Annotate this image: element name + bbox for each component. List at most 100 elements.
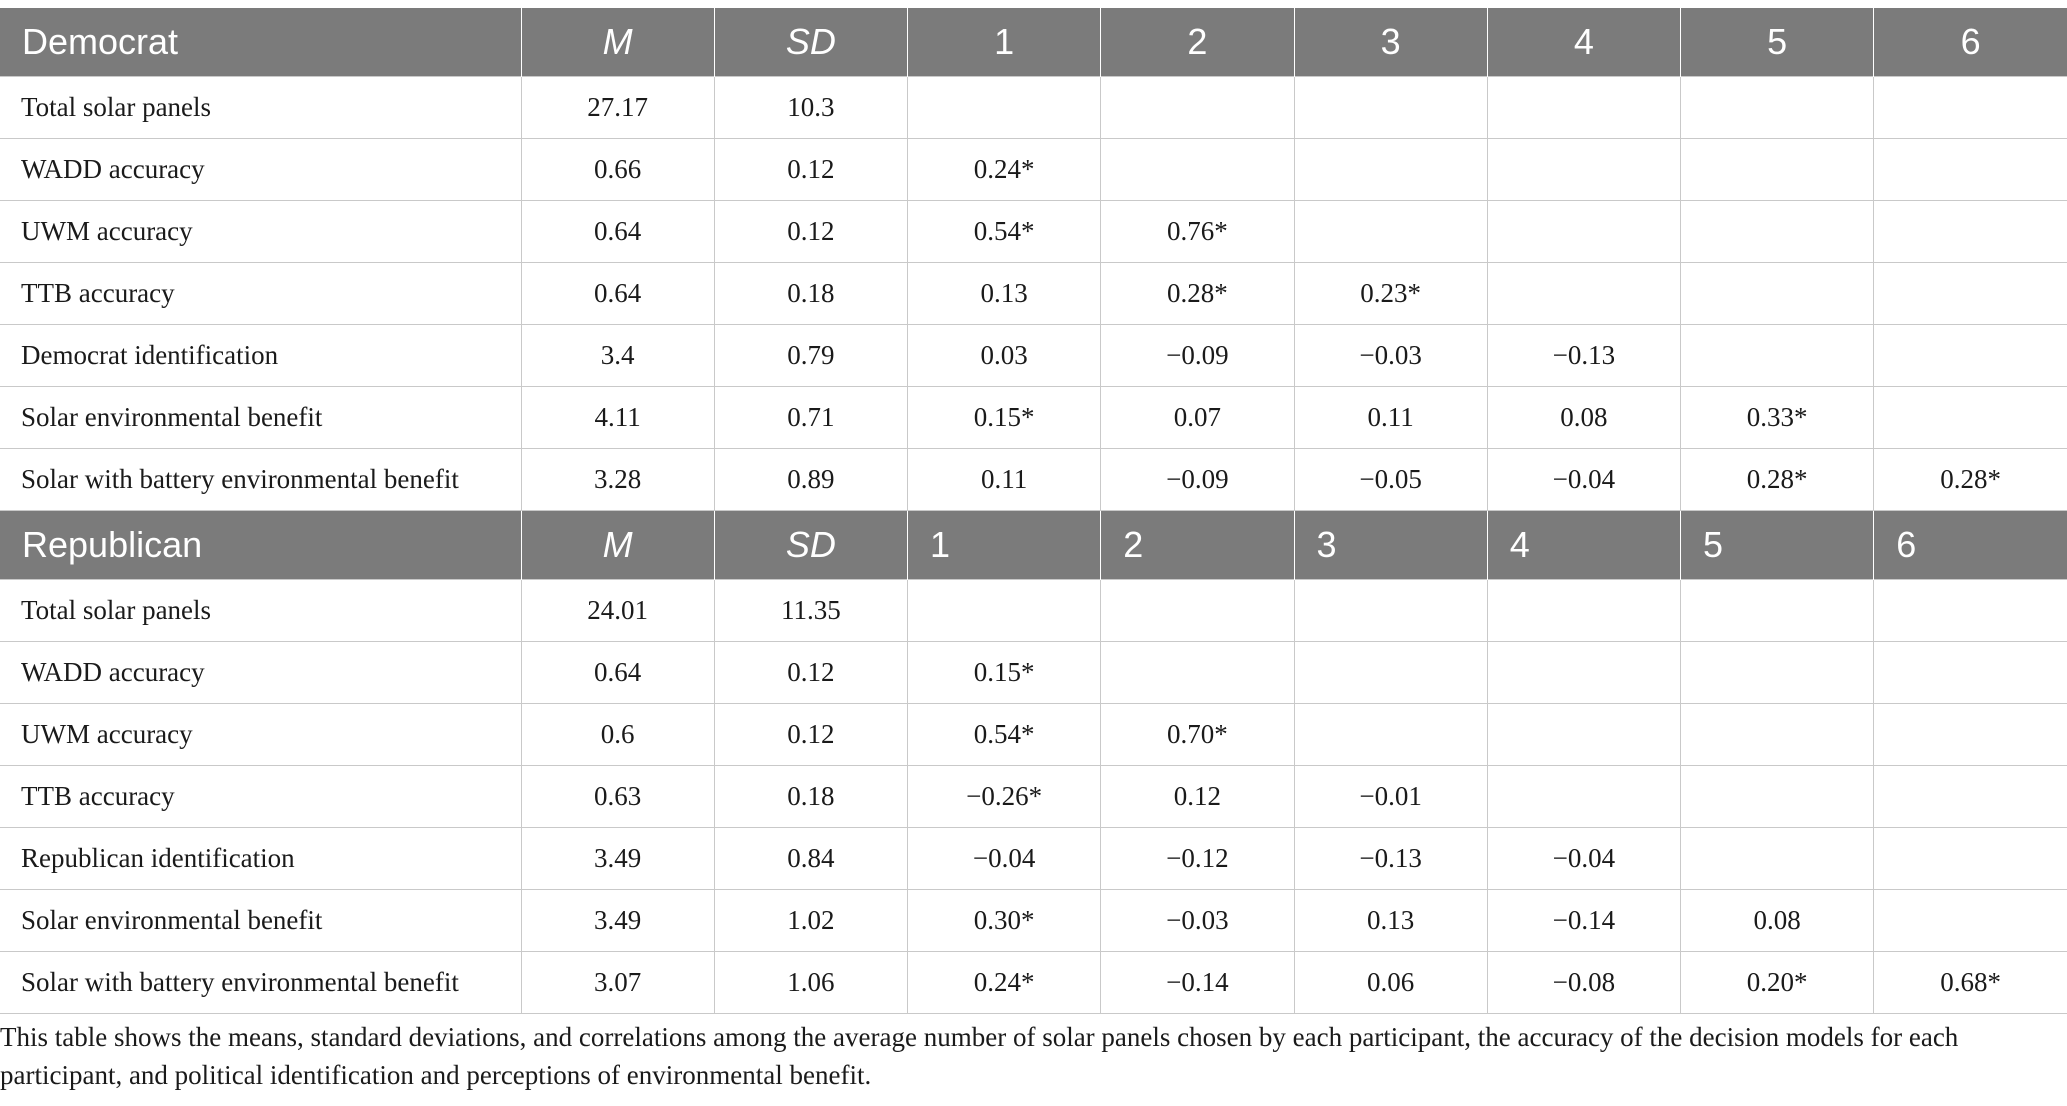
correlation-table: Democrat M SD 1 2 3 4 5 6 Total solar panels 27.17… xyxy=(0,8,2067,1014)
section-header-row: Democrat M SD 1 2 3 4 5 6 xyxy=(0,8,2067,77)
table-row: TTB accuracy 0.63 0.18 −0.26* 0.12 −0.01 xyxy=(0,765,2067,828)
table-cell: 0.54* xyxy=(906,703,1102,766)
table-row: Solar environmental benefit 4.11 0.71 0.15*… xyxy=(0,386,2067,449)
table-cell: 3.49 xyxy=(520,889,715,952)
row-label: UWM accuracy xyxy=(0,703,522,766)
table-cell: −0.09 xyxy=(1100,324,1295,387)
table-cell xyxy=(906,579,1102,642)
row-label: Solar with battery environmental benefit xyxy=(0,951,522,1014)
table-cell: 0.64 xyxy=(520,200,715,263)
table-cell xyxy=(1679,200,1875,263)
table-cell: 0.12 xyxy=(713,703,909,766)
table-cell xyxy=(1873,641,2067,704)
table-cell xyxy=(1293,200,1488,263)
table-cell: 0.12 xyxy=(713,200,909,263)
table-cell: −0.05 xyxy=(1293,448,1488,511)
table-cell: 10.3 xyxy=(713,76,909,139)
col-header-6: 6 xyxy=(1873,510,2067,580)
row-label: Solar with battery environmental benefit xyxy=(0,448,522,511)
table-cell xyxy=(1486,200,1682,263)
table-cell: 0.12 xyxy=(1100,765,1295,828)
table-cell: −0.26* xyxy=(906,765,1102,828)
table-cell: 0.30* xyxy=(906,889,1102,952)
table-cell: 0.24* xyxy=(906,138,1102,201)
table-row: Total solar panels 27.17 10.3 xyxy=(0,76,2067,139)
table-cell xyxy=(1873,386,2067,449)
col-header-6: 6 xyxy=(1873,8,2067,77)
table-cell: −0.04 xyxy=(1486,448,1682,511)
col-header-sd: SD xyxy=(713,8,908,77)
col-header-3: 3 xyxy=(1293,510,1488,580)
table-row: Total solar panels 24.01 11.35 xyxy=(0,579,2067,642)
table-cell: 0.63 xyxy=(520,765,715,828)
table-cell xyxy=(1873,889,2067,952)
table-cell: 0.06 xyxy=(1293,951,1488,1014)
table-row: Solar environmental benefit 3.49 1.02 0.30*… xyxy=(0,889,2067,952)
table-cell xyxy=(1679,324,1875,387)
table-cell: 0.11 xyxy=(1293,386,1488,449)
table-cell xyxy=(1293,579,1488,642)
col-header-2: 2 xyxy=(1100,8,1294,77)
table-cell: −0.13 xyxy=(1486,324,1682,387)
table-cell: 0.64 xyxy=(520,262,715,325)
table-cell: −0.13 xyxy=(1293,827,1488,890)
table-cell xyxy=(1679,765,1875,828)
table-cell xyxy=(1486,262,1682,325)
table-cell xyxy=(1873,703,2067,766)
table-row: UWM accuracy 0.6 0.12 0.54* 0.70* xyxy=(0,703,2067,766)
col-header-4: 4 xyxy=(1486,8,1681,77)
table-row: WADD accuracy 0.64 0.12 0.15* xyxy=(0,641,2067,704)
table-cell xyxy=(1100,641,1295,704)
table-cell xyxy=(1679,262,1875,325)
table-cell: 3.07 xyxy=(520,951,715,1014)
row-label: Total solar panels xyxy=(0,76,522,139)
table-row: Democrat identification 3.4 0.79 0.03 −0.09−… xyxy=(0,324,2067,387)
col-header-mean: M xyxy=(520,8,715,77)
table-cell xyxy=(1486,641,1682,704)
table-cell xyxy=(906,76,1102,139)
table-cell: 0.79 xyxy=(713,324,909,387)
table-cell: 1.06 xyxy=(713,951,909,1014)
table-cell: −0.04 xyxy=(1486,827,1682,890)
table-cell xyxy=(1293,703,1488,766)
col-header-2: 2 xyxy=(1100,510,1294,580)
table-cell: −0.08 xyxy=(1486,951,1682,1014)
table-row: TTB accuracy 0.64 0.18 0.13 0.28* 0.23* xyxy=(0,262,2067,325)
section-title: Republican xyxy=(0,510,521,580)
table-cell xyxy=(1873,76,2067,139)
table-cell: 0.68* xyxy=(1873,951,2067,1014)
col-header-3: 3 xyxy=(1293,8,1488,77)
table-cell: 0.70* xyxy=(1100,703,1295,766)
table-cell: 0.13 xyxy=(1293,889,1488,952)
table-cell xyxy=(1679,703,1875,766)
table-cell: 0.03 xyxy=(906,324,1102,387)
table-cell: −0.03 xyxy=(1293,324,1488,387)
table-cell xyxy=(1873,765,2067,828)
table-body: Democrat M SD 1 2 3 4 5 6 Total solar panels 27.17… xyxy=(0,8,2067,1014)
table-cell: 4.11 xyxy=(520,386,715,449)
row-label: TTB accuracy xyxy=(0,262,522,325)
table-cell: 11.35 xyxy=(713,579,909,642)
table-cell: 0.89 xyxy=(713,448,909,511)
table-cell: −0.14 xyxy=(1486,889,1682,952)
row-label: Solar environmental benefit xyxy=(0,889,522,952)
table-cell: 0.11 xyxy=(906,448,1102,511)
table-cell: 0.28* xyxy=(1873,448,2067,511)
table-cell: −0.14 xyxy=(1100,951,1295,1014)
row-label: WADD accuracy xyxy=(0,641,522,704)
table-cell: 0.66 xyxy=(520,138,715,201)
table-cell: 0.23* xyxy=(1293,262,1488,325)
table-cell: 0.12 xyxy=(713,641,909,704)
section-title: Democrat xyxy=(0,8,521,77)
table-row: UWM accuracy 0.64 0.12 0.54* 0.76* xyxy=(0,200,2067,263)
table-cell: 0.18 xyxy=(713,262,909,325)
table-cell xyxy=(1486,765,1682,828)
table-cell: 0.12 xyxy=(713,138,909,201)
table-cell xyxy=(1873,324,2067,387)
table-cell: 0.15* xyxy=(906,386,1102,449)
table-cell: 0.71 xyxy=(713,386,909,449)
table-row: Republican identification 3.49 0.84 −0.04 −0… xyxy=(0,827,2067,890)
table-cell xyxy=(1486,703,1682,766)
table-cell xyxy=(1679,827,1875,890)
table-cell xyxy=(1100,76,1295,139)
